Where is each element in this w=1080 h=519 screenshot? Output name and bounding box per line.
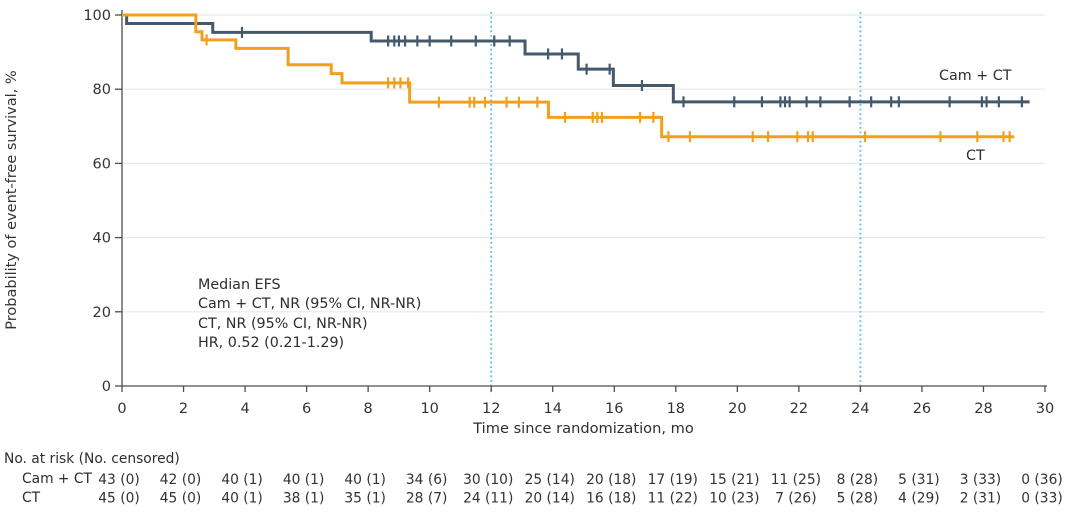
x-tick-label: 22: [790, 401, 808, 417]
x-tick-label: 6: [302, 401, 311, 417]
y-tick-label: 100: [83, 8, 111, 24]
risk-cell: 10 (23): [709, 491, 759, 507]
risk-cell: 40 (1): [221, 491, 263, 507]
y-tick-label: 40: [93, 231, 111, 247]
x-tick-label: 16: [605, 401, 623, 417]
risk-cell: 45 (0): [98, 491, 140, 507]
risk-cell: 20 (18): [586, 472, 636, 488]
x-tick-label: 4: [240, 401, 249, 417]
risk-cell: 11 (22): [648, 491, 698, 507]
risk-row-label-ct: CT: [22, 489, 41, 506]
risk-cell: 35 (1): [344, 491, 386, 507]
risk-cell: 0 (36): [1021, 472, 1063, 488]
risk-cell: 28 (7): [406, 491, 448, 507]
risk-cell: 42 (0): [160, 472, 202, 488]
risk-cell: 40 (1): [344, 472, 386, 488]
y-axis-title: Probability of event-free survival, %: [4, 70, 20, 330]
risk-cell: 5 (28): [837, 491, 879, 507]
x-tick-label: 20: [728, 401, 746, 417]
x-tick-label: 26: [913, 401, 931, 417]
risk-cell: 2 (31): [960, 491, 1002, 507]
risk-cell: 25 (14): [525, 472, 575, 488]
risk-cell: 15 (21): [709, 472, 759, 488]
km-curve-camct: [122, 13, 1030, 104]
x-axis-title: Time since randomization, mo: [473, 420, 694, 437]
risk-cell: 34 (6): [406, 472, 448, 488]
risk-cell: 30 (10): [463, 472, 513, 488]
y-tick-label: 20: [93, 305, 111, 321]
x-tick-label: 8: [364, 401, 373, 417]
risk-cell: 20 (14): [525, 491, 575, 507]
km-curve-ct: [122, 13, 1015, 139]
risk-cell: 40 (1): [283, 472, 325, 488]
median-efs-annotation: Median EFS Cam + CT, NR (95% CI, NR-NR) …: [198, 276, 421, 354]
risk-cell: 5 (31): [898, 472, 940, 488]
x-tick-label: 10: [420, 401, 438, 417]
risk-cell: 45 (0): [160, 491, 202, 507]
x-tick-label: 24: [851, 401, 869, 417]
legend-label-ct: CT: [966, 148, 985, 164]
risk-cell: 16 (18): [586, 491, 636, 507]
risk-row-label-camct: Cam + CT: [22, 471, 92, 487]
x-tick-label: 2: [179, 401, 188, 417]
x-tick-label: 12: [482, 401, 500, 417]
x-tick-label: 14: [544, 401, 562, 417]
risk-cell: 17 (19): [648, 472, 698, 488]
annotation-line-hr: HR, 0.52 (0.21-1.29): [198, 335, 345, 352]
y-tick-label: 80: [93, 82, 111, 98]
x-tick-label: 28: [974, 401, 992, 417]
y-tick-label: 60: [93, 156, 111, 172]
risk-table-header: No. at risk (No. censored): [4, 451, 180, 467]
legend-label-camct: Cam + CT: [939, 68, 1012, 84]
risk-cell: 8 (28): [837, 472, 879, 488]
risk-cell: 43 (0): [98, 472, 140, 488]
annotation-line-ct: CT, NR (95% CI, NR-NR): [198, 315, 368, 332]
risk-cell: 3 (33): [960, 472, 1002, 488]
risk-cell: 0 (33): [1021, 491, 1063, 507]
x-tick-label: 30: [1036, 401, 1054, 417]
risk-cell: 38 (1): [283, 491, 325, 507]
annotation-line-camct: Cam + CT, NR (95% CI, NR-NR): [198, 296, 422, 313]
risk-cell: 11 (25): [771, 472, 821, 488]
risk-cell: 40 (1): [221, 472, 263, 488]
x-tick-label: 0: [117, 401, 126, 417]
risk-cell: 24 (11): [463, 491, 513, 507]
y-tick-label: 0: [102, 379, 111, 395]
x-tick-label: 18: [667, 401, 685, 417]
annotation-line-title: Median EFS: [198, 277, 281, 293]
risk-cell: 4 (29): [898, 491, 940, 507]
risk-cell: 7 (26): [775, 491, 817, 507]
